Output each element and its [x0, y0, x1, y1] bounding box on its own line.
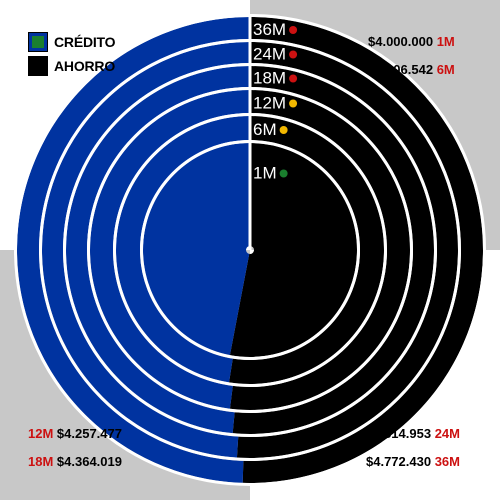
annotation-value: $4.257.477	[56, 426, 122, 441]
ring-12M-ahorro	[229, 90, 410, 410]
legend: CRÉDITO AHORRO	[28, 30, 116, 78]
annotation-36m: $4.772.430 36M	[366, 454, 460, 469]
annotation-value: $4.514.953	[366, 426, 432, 441]
annotation-value: $4.000.000	[368, 34, 434, 49]
annotation-value: $4.364.019	[56, 454, 122, 469]
ring-status-dot-18M	[289, 74, 298, 83]
legend-swatch-credito	[28, 32, 48, 52]
annotation-term: 1M	[436, 34, 455, 49]
legend-label-credito: CRÉDITO	[54, 34, 116, 50]
ring-12M-credito	[89, 90, 250, 409]
ring-label-24M: 24M	[253, 45, 286, 64]
annotation-term: 18M	[28, 454, 54, 469]
ring-label-6M: 6M	[253, 120, 277, 139]
ring-24M-credito	[41, 42, 250, 458]
annotation-term: 12M	[28, 426, 54, 441]
ring-label-18M: 18M	[253, 69, 286, 88]
ring-label-36M: 36M	[253, 20, 286, 39]
annotation-18m: 18M $4.364.019	[28, 454, 122, 469]
annotation-value: $4.106.542	[368, 62, 434, 77]
ring-1M-credito	[142, 143, 250, 356]
annotation-value: $4.772.430	[366, 454, 432, 469]
annotation-12m: 12M $4.257.477	[28, 426, 122, 441]
legend-item-credito: CRÉDITO	[28, 30, 116, 54]
ring-status-dot-12M	[289, 99, 298, 108]
annotation-term: 6M	[436, 62, 455, 77]
legend-item-ahorro: AHORRO	[28, 54, 115, 78]
annotation-term: 36M	[434, 454, 460, 469]
ring-status-dot-24M	[289, 50, 298, 59]
ring-label-12M: 12M	[253, 94, 286, 113]
annotation-term: 24M	[434, 426, 460, 441]
ring-status-dot-1M	[279, 169, 288, 178]
annotation-6m: $4.106.542 6M	[368, 62, 455, 77]
ring-status-dot-36M	[289, 26, 298, 34]
ring-6M-credito	[115, 116, 250, 383]
ring-status-dot-6M	[279, 126, 288, 134]
ring-label-1M: 1M	[253, 164, 277, 183]
legend-label-ahorro: AHORRO	[54, 58, 116, 74]
annotation-24m: $4.514.953 24M	[366, 426, 460, 441]
ring-18M-credito	[65, 66, 250, 434]
ring-1M-ahorro	[229, 143, 357, 357]
annotation-1m: $4.000.000 1M	[368, 34, 455, 49]
ring-6M-ahorro	[229, 116, 385, 384]
legend-swatch-ahorro	[28, 56, 48, 76]
